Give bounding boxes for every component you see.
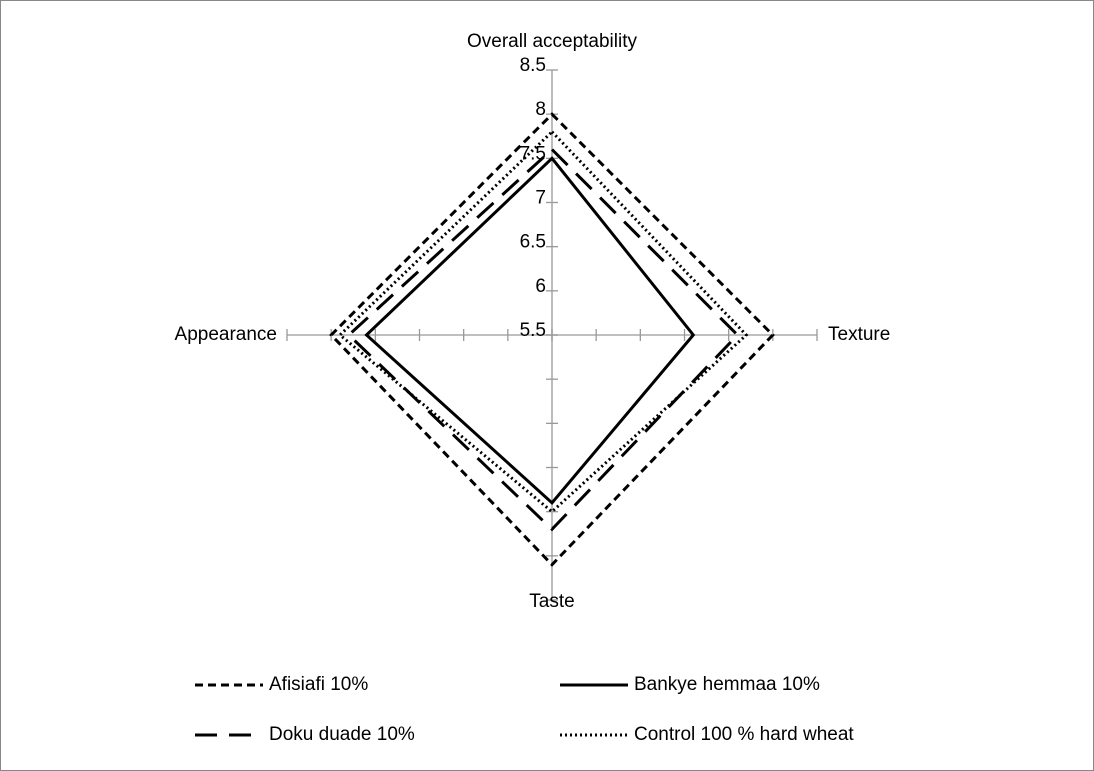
tick-label: 7 — [535, 188, 546, 209]
legend-label: Bankye hemmaa 10% — [634, 674, 820, 695]
tick-label: 7.5 — [520, 143, 546, 164]
category-label: Texture — [828, 324, 890, 345]
tick-label: 6 — [535, 276, 546, 297]
tick-label: 5.5 — [520, 320, 546, 341]
series-line — [346, 147, 740, 532]
series-line — [364, 156, 696, 505]
tick-label: 8.5 — [520, 55, 546, 76]
category-label: Taste — [529, 591, 574, 612]
series-line — [329, 112, 775, 567]
legend-label: Doku duade 10% — [269, 724, 415, 745]
tick-label: 6.5 — [520, 232, 546, 253]
legend-label: Control 100 % hard wheat — [634, 724, 854, 745]
category-label: Appearance — [175, 324, 277, 345]
legend-label: Afisiafi 10% — [269, 674, 368, 695]
category-label: Overall acceptability — [467, 31, 638, 52]
tick-label: 8 — [535, 99, 546, 120]
